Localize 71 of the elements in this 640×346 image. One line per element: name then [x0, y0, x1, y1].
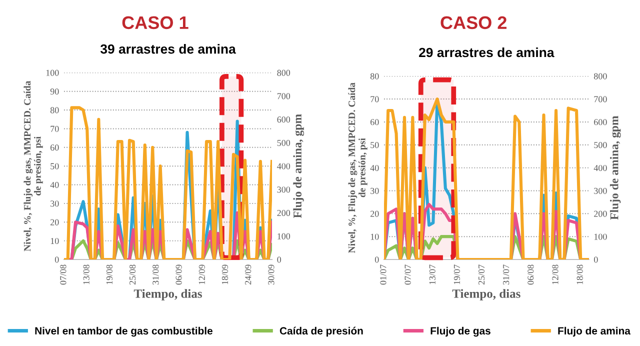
- x-tick-label: 31/07: [503, 264, 510, 284]
- y2-tick-label: 600: [594, 119, 607, 126]
- x-axis-title: Tiempo, dias: [452, 289, 520, 300]
- chart-title: CASO 1: [122, 16, 188, 30]
- x-tick-label: 12/08: [552, 264, 558, 284]
- chart-title: CASO 2: [440, 16, 506, 30]
- legend-label: Flujo de amina: [558, 326, 631, 337]
- x-tick-label: 07/07: [404, 264, 411, 285]
- x-tick-label: 19/07: [454, 264, 460, 284]
- y2-tick-label: 800: [277, 70, 290, 76]
- x-tick-label: 13/07: [429, 264, 436, 284]
- y2-tick-label: 500: [594, 142, 607, 148]
- y-tick-label: 0: [374, 256, 379, 263]
- y2-tick-label: 700: [594, 96, 607, 102]
- x-tick-label: 06/08: [528, 264, 534, 285]
- y2-axis-title: Flujo de amina, gpm: [293, 114, 304, 218]
- y2-tick-label: 400: [594, 164, 607, 172]
- y-tick-label: 30: [370, 188, 379, 194]
- y-tick-label: 70: [370, 96, 379, 102]
- y2-tick-label: 600: [277, 116, 290, 123]
- x-tick-label: 30/09: [268, 264, 274, 284]
- y2-tick-label: 700: [277, 93, 290, 100]
- y2-axis-title: Flujo de amina, gpm: [610, 116, 621, 220]
- y-tick-label: 10: [370, 234, 379, 240]
- y-tick-label: 80: [370, 73, 379, 80]
- x-tick-label: 24/09: [245, 264, 252, 285]
- y-tick-label: 20: [370, 210, 379, 217]
- y-axis-title: Nivel, %, Flujo de gas, MMPCED. Caída de presión, psi: [348, 82, 368, 253]
- x-tick-label: 25/07: [478, 264, 485, 285]
- x-tick-label: 07/08: [60, 264, 66, 285]
- y2-tick-label: 300: [277, 186, 290, 193]
- x-tick-label: 18/09: [222, 264, 228, 284]
- chart-subtitle: 39 arrastres de amina: [100, 44, 236, 54]
- y2-tick-label: 0: [277, 256, 282, 263]
- legend-label: Nivel en tambor de gas combustible: [35, 326, 212, 337]
- y-tick-label: 10: [50, 238, 59, 244]
- y-tick-label: 50: [50, 163, 59, 170]
- y-tick-label: 70: [50, 126, 59, 132]
- y-tick-label: 40: [370, 164, 379, 172]
- chart-subtitle: 29 arrastres de amina: [419, 47, 554, 58]
- y2-tick-label: 800: [594, 73, 607, 80]
- x-tick-label: 01/07: [380, 264, 386, 285]
- y-tick-label: 0: [54, 256, 59, 263]
- y2-tick-label: 100: [278, 233, 290, 240]
- y2-tick-label: 0: [594, 256, 598, 263]
- y2-tick-label: 300: [594, 188, 607, 194]
- legend-label: Caída de presión: [280, 326, 363, 337]
- y-tick-label: 30: [50, 200, 59, 207]
- y-axis-title: Nivel, %, Flujo de gas, MMPCED. Caída de presión, psi: [24, 80, 43, 252]
- y2-tick-label: 100: [594, 234, 607, 240]
- y-tick-label: 60: [50, 144, 59, 151]
- y2-tick-label: 200: [277, 210, 290, 216]
- y-tick-label: 40: [50, 182, 59, 188]
- x-tick-label: 12/09: [198, 264, 205, 284]
- x-axis-title: Tiempo, dias: [134, 289, 202, 300]
- y-tick-label: 50: [370, 142, 379, 148]
- x-tick-label: 06/09: [176, 264, 182, 285]
- y-tick-label: 90: [50, 88, 59, 95]
- y2-tick-label: 200: [594, 210, 607, 217]
- legend-label: Flujo de gas: [430, 326, 490, 337]
- x-tick-label: 19/08: [106, 264, 112, 284]
- x-tick-label: 25/08: [130, 264, 136, 285]
- y-tick-label: 80: [50, 107, 59, 114]
- y2-tick-label: 500: [277, 140, 290, 146]
- y2-tick-label: 400: [277, 163, 290, 170]
- x-tick-label: 31/08: [152, 264, 159, 284]
- y-tick-label: 20: [50, 219, 59, 226]
- y-tick-label: 60: [370, 119, 379, 126]
- x-tick-label: 13/08: [83, 264, 90, 284]
- y-tick-label: 100: [46, 70, 59, 76]
- x-tick-label: 18/08: [576, 264, 583, 284]
